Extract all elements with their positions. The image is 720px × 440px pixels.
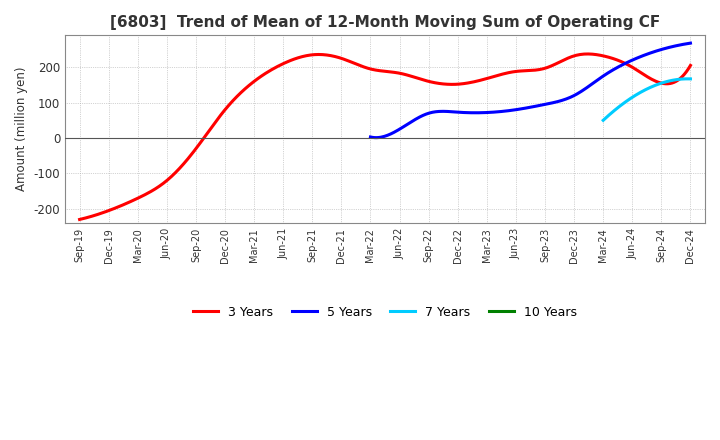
3 Years bbox=[76, 217, 84, 222]
5 Years bbox=[563, 96, 572, 101]
5 Years bbox=[372, 135, 380, 140]
5 Years bbox=[366, 134, 375, 139]
5 Years bbox=[367, 135, 376, 140]
Line: 5 Years: 5 Years bbox=[371, 43, 690, 138]
5 Years bbox=[637, 54, 646, 59]
Line: 3 Years: 3 Years bbox=[80, 54, 690, 220]
3 Years bbox=[449, 82, 458, 87]
5 Years bbox=[557, 98, 565, 103]
3 Years bbox=[439, 81, 448, 87]
Title: [6803]  Trend of Mean of 12-Month Moving Sum of Operating CF: [6803] Trend of Mean of 12-Month Moving … bbox=[110, 15, 660, 30]
3 Years bbox=[592, 52, 600, 57]
7 Years bbox=[683, 76, 692, 81]
3 Years bbox=[77, 216, 86, 222]
7 Years bbox=[672, 77, 681, 82]
7 Years bbox=[599, 117, 608, 123]
7 Years bbox=[651, 83, 660, 88]
Y-axis label: Amount (million yen): Amount (million yen) bbox=[15, 67, 28, 191]
5 Years bbox=[657, 47, 666, 52]
7 Years bbox=[652, 82, 661, 88]
7 Years bbox=[599, 117, 608, 123]
Line: 7 Years: 7 Years bbox=[603, 79, 690, 120]
5 Years bbox=[558, 98, 567, 103]
3 Years bbox=[631, 66, 639, 72]
7 Years bbox=[686, 76, 695, 81]
3 Years bbox=[437, 81, 446, 86]
3 Years bbox=[584, 51, 593, 57]
7 Years bbox=[678, 77, 687, 82]
7 Years bbox=[651, 83, 660, 88]
Legend: 3 Years, 5 Years, 7 Years, 10 Years: 3 Years, 5 Years, 7 Years, 10 Years bbox=[188, 301, 582, 323]
5 Years bbox=[686, 40, 695, 46]
3 Years bbox=[686, 63, 695, 68]
